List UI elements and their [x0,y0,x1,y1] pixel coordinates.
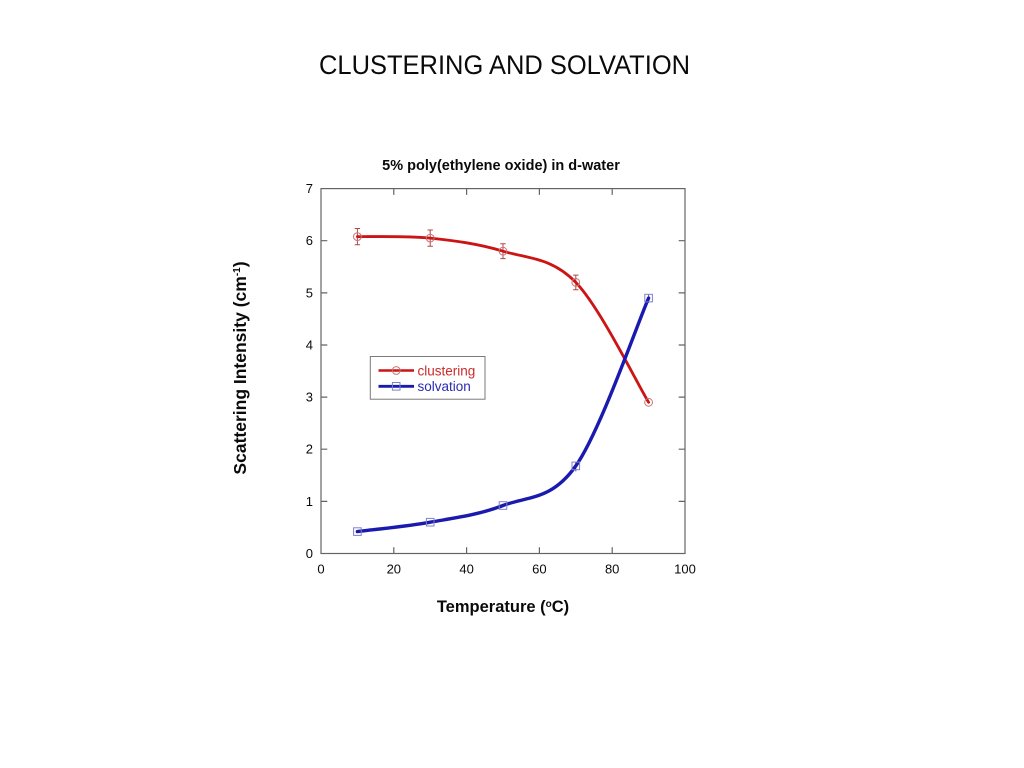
svg-text:2: 2 [306,442,313,457]
svg-text:5: 5 [306,285,313,300]
svg-text:4: 4 [306,338,313,353]
svg-text:clustering: clustering [418,363,476,378]
svg-text:Temperature (oC): Temperature (oC) [437,598,569,616]
svg-text:1: 1 [306,494,313,509]
svg-text:6: 6 [306,233,313,248]
svg-text:0: 0 [317,562,324,577]
svg-text:60: 60 [532,562,546,577]
svg-text:solvation: solvation [418,379,471,394]
svg-text:100: 100 [674,562,696,577]
svg-text:20: 20 [387,562,401,577]
svg-text:80: 80 [605,562,619,577]
svg-text:0: 0 [306,546,313,561]
svg-text:5% poly(ethylene oxide) in d-w: 5% poly(ethylene oxide) in d-water [382,158,620,174]
svg-text:3: 3 [306,390,313,405]
svg-text:40: 40 [459,562,473,577]
svg-text:Scattering Intensity (cm-1): Scattering Intensity (cm-1) [230,261,250,474]
svg-text:7: 7 [306,181,313,196]
